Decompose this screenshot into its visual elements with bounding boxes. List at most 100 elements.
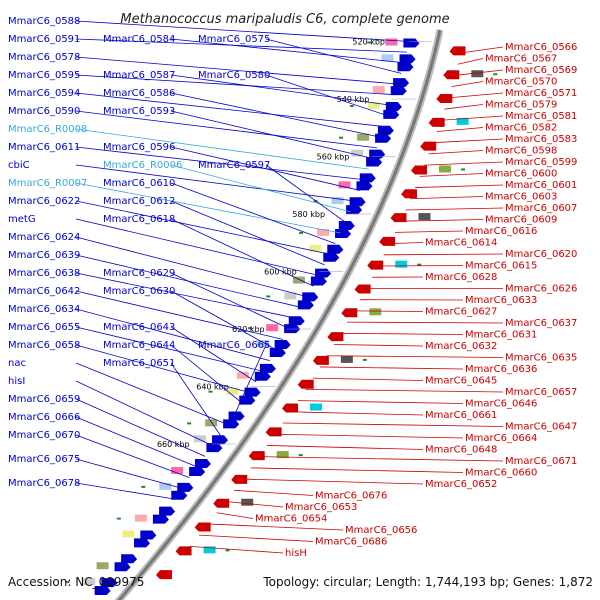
gene-label-right: MmarC6_0652 xyxy=(425,479,497,490)
cog-block xyxy=(241,498,254,506)
forward-gene-arrow xyxy=(284,324,301,334)
gene-label-right: MmarC6_0599 xyxy=(505,157,577,168)
cog-block xyxy=(418,213,431,221)
leader-line-left xyxy=(75,416,198,468)
forward-gene-arrow xyxy=(399,54,416,64)
forward-gene-arrow xyxy=(212,435,229,445)
cog-block xyxy=(83,578,96,586)
cog-block xyxy=(338,181,351,189)
leader-line-right xyxy=(444,104,484,110)
forward-gene-arrow xyxy=(323,252,340,262)
forward-gene-arrow xyxy=(177,482,194,492)
leader-line-left xyxy=(75,182,341,234)
gene-label-right: MmarC6_0671 xyxy=(505,456,577,467)
gene-label-left: MmarC6_0678 xyxy=(8,478,80,489)
leader-line-right xyxy=(258,456,504,462)
forward-gene-arrow xyxy=(359,173,376,183)
forward-gene-arrow xyxy=(171,490,188,500)
kbp-tick-label: 520 kbp xyxy=(352,38,385,47)
kbp-ticks: 520 kbp 540 kbp 560 kbp 580 kbp 600 kbp 620 k… xyxy=(157,38,432,449)
kbp-tick-label: 600 kbp xyxy=(264,268,297,277)
reverse-gene-arrow xyxy=(231,474,248,484)
cog-block xyxy=(266,324,279,332)
gene-label-right: MmarC6_0598 xyxy=(485,146,557,157)
gene-label-left: MmarC6_0597 xyxy=(198,160,270,171)
gc-dash xyxy=(493,73,498,76)
leader-line-left xyxy=(75,236,308,298)
reverse-gene-arrow xyxy=(443,70,460,80)
leader-line-left xyxy=(75,56,399,85)
cog-block xyxy=(456,117,469,125)
leader-line-left xyxy=(170,110,374,159)
leader-line-right xyxy=(405,207,504,211)
leader-line-right xyxy=(415,184,504,188)
gc-dash xyxy=(299,231,304,234)
forward-gene-arrow xyxy=(288,316,305,326)
forward-gene-arrow xyxy=(228,411,245,421)
forward-gene-arrow xyxy=(375,133,392,143)
leader-line-left xyxy=(75,380,213,447)
gc-dash xyxy=(367,41,372,44)
leader-line-left xyxy=(75,362,228,425)
gene-label-right: MmarC6_0571 xyxy=(505,88,577,99)
reverse-gene-arrow xyxy=(341,308,358,318)
leader-line-right xyxy=(419,173,484,177)
reverse-gene-arrow xyxy=(401,189,418,199)
forward-gene-arrow xyxy=(140,530,157,540)
kbp-tick-label: 620 kbp xyxy=(232,325,265,334)
leader-line-right xyxy=(347,321,504,324)
forward-gene-arrow xyxy=(390,86,407,96)
gene-label-left: MmarC6_0610 xyxy=(103,178,175,189)
cog-block xyxy=(331,197,344,205)
gene-label-right: MmarC6_0656 xyxy=(345,525,417,536)
leader-line-left xyxy=(75,74,396,96)
gene-label-right: MmarC6_0582 xyxy=(485,123,557,134)
gc-dash xyxy=(225,549,230,552)
leader-line-left xyxy=(75,164,356,202)
gene-label-left: MmarC6_R0007 xyxy=(8,178,87,189)
reverse-gene-arrow xyxy=(367,260,384,270)
gc-dash xyxy=(65,581,70,584)
gene-label-right: MmarC6_0686 xyxy=(315,537,387,548)
leader-line-left xyxy=(75,308,270,362)
forward-gene-arrow xyxy=(310,276,327,286)
cog-block xyxy=(385,38,398,46)
cog-block xyxy=(205,419,218,427)
gc-dash xyxy=(349,104,354,107)
gene-label-right: MmarC6_0654 xyxy=(255,514,327,525)
cog-block xyxy=(357,133,370,141)
forward-gene-arrow xyxy=(315,268,332,278)
cog-block xyxy=(395,260,408,268)
gene-label-left: MmarC6_0584 xyxy=(103,34,175,45)
cog-block xyxy=(367,101,380,109)
leader-line-left xyxy=(75,458,182,489)
leader-line-left xyxy=(170,38,405,64)
gene-label-right: MmarC6_0648 xyxy=(425,445,497,456)
gene-label-left: hisI xyxy=(8,376,25,387)
forward-gene-arrow xyxy=(114,562,131,572)
leader-line-right xyxy=(428,150,484,155)
leader-line-right xyxy=(394,230,464,233)
gene-label-right: MmarC6_0635 xyxy=(505,353,577,364)
leader-line-left xyxy=(75,146,365,181)
leader-line-left xyxy=(170,92,381,138)
forward-gene-arrow xyxy=(297,300,314,310)
gc-dash xyxy=(417,263,422,266)
forward-gene-arrow xyxy=(94,586,111,596)
forward-gene-arrow xyxy=(403,38,420,48)
leader-line-left xyxy=(170,272,290,330)
leader-line-left xyxy=(75,128,369,170)
leader-line-left xyxy=(75,110,378,149)
gene-label-left: MmarC6_0624 xyxy=(8,232,80,243)
leader-line-right xyxy=(198,534,314,542)
cog-block xyxy=(226,387,239,395)
leader-line-left xyxy=(75,398,206,457)
leader-line-right xyxy=(207,523,344,531)
gene-label-left: MmarC6_0580 xyxy=(198,70,270,81)
leader-line-right xyxy=(389,242,424,245)
gene-label-right: MmarC6_0628 xyxy=(425,272,497,283)
leader-line-right xyxy=(290,411,424,416)
reverse-gene-arrow xyxy=(420,141,437,151)
leader-line-right xyxy=(424,161,504,166)
